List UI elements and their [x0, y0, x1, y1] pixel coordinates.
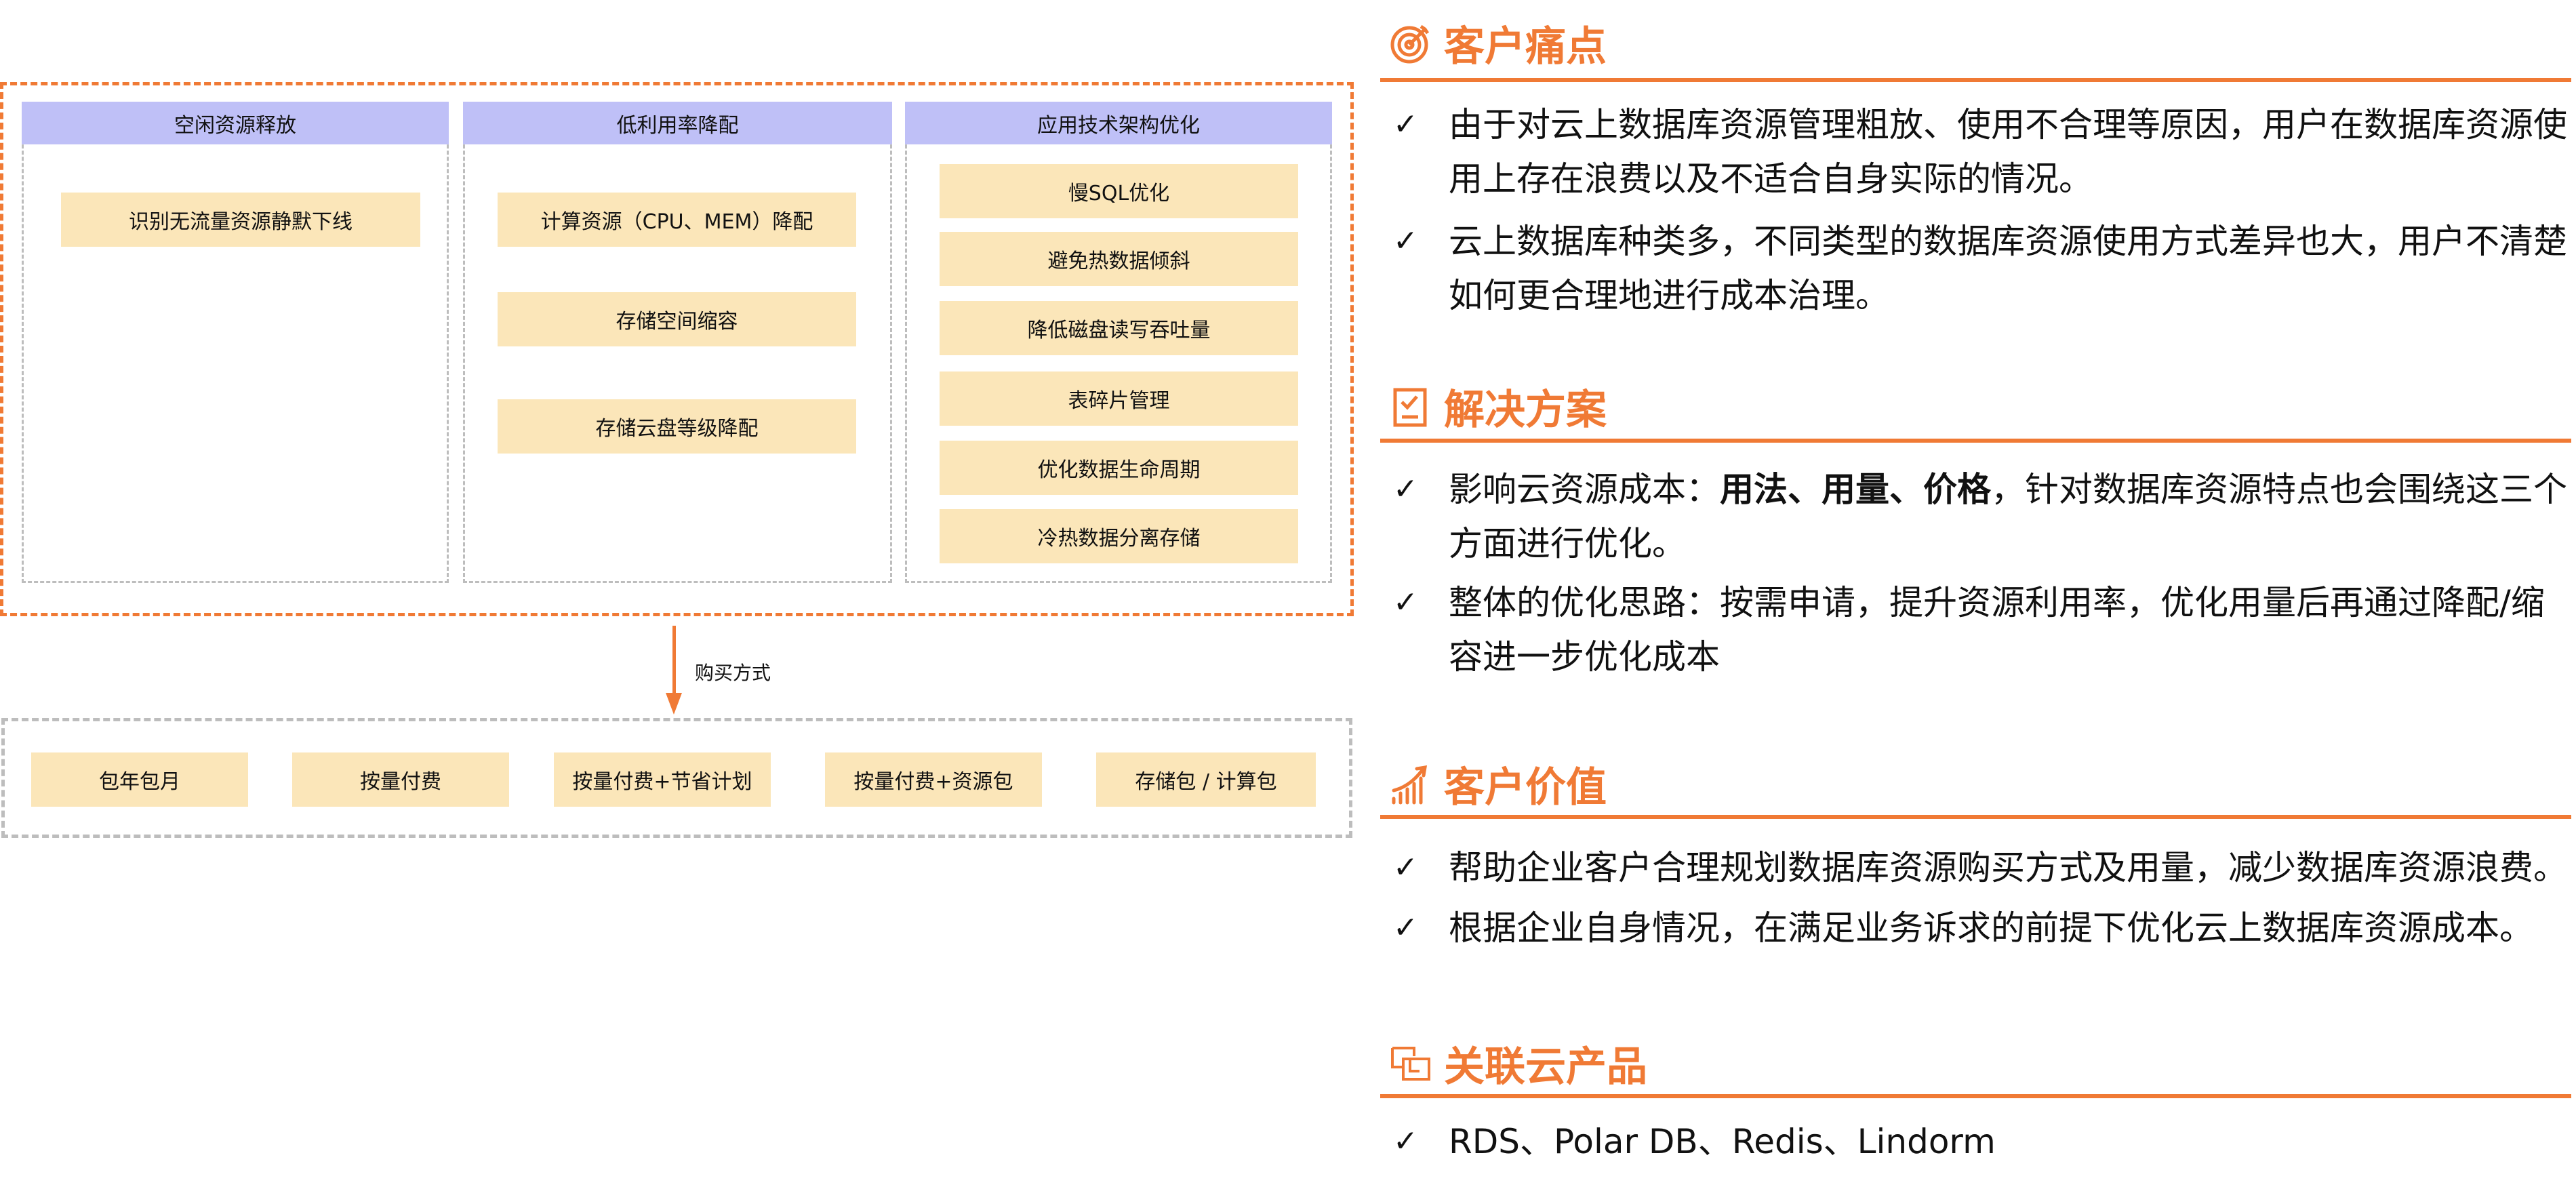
bullet-item: ✓ 云上数据库种类多，不同类型的数据库资源使用方式差异也大，用户不清楚如何更合理… — [1393, 214, 2573, 323]
checklist-icon — [1393, 388, 1427, 426]
section-title-text: 客户价值 — [1444, 764, 1607, 811]
bullet-item: ✓ 影响云资源成本：用法、用量、价格，针对数据库资源特点也会围绕这三个方面进行优… — [1393, 462, 2573, 571]
section-title-text: 关联云产品 — [1444, 1043, 1647, 1091]
strategy-box: 表碎片管理 — [940, 371, 1298, 426]
flow-arrow — [672, 626, 676, 697]
section-products-title: 关联云产品 — [1390, 1034, 1647, 1093]
strategy-box: 识别无流量资源静默下线 — [61, 193, 420, 247]
purchase-option: 包年包月 — [31, 752, 248, 807]
bullet-item: ✓ 根据企业自身情况，在满足业务诉求的前提下优化云上数据库资源成本。 — [1393, 901, 2573, 955]
purchase-options-frame — [1, 718, 1352, 838]
arrow-head-icon — [666, 693, 682, 715]
purchase-option: 按量付费+资源包 — [825, 752, 1042, 807]
check-icon: ✓ — [1393, 910, 1418, 945]
strategy-box: 慢SQL优化 — [940, 164, 1298, 218]
check-icon: ✓ — [1393, 585, 1418, 620]
section-value-title: 客户价值 — [1390, 755, 1607, 814]
purchase-option: 按量付费 — [292, 752, 509, 807]
growth-chart-icon — [1392, 765, 1428, 804]
section-divider — [1380, 78, 2571, 82]
check-icon: ✓ — [1393, 850, 1418, 885]
column-header: 应用技术架构优化 — [905, 102, 1332, 144]
section-pain-title: 客户痛点 — [1390, 14, 1607, 73]
check-icon: ✓ — [1393, 107, 1418, 142]
strategy-box: 计算资源（CPU、MEM）降配 — [498, 193, 856, 247]
section-divider — [1380, 1094, 2571, 1098]
section-divider — [1380, 439, 2571, 443]
bullet-item: ✓ 帮助企业客户合理规划数据库资源购买方式及用量，减少数据库资源浪费。 — [1393, 841, 2573, 895]
strategy-box: 冷热数据分离存储 — [940, 509, 1298, 563]
section-title-text: 客户痛点 — [1444, 23, 1607, 71]
check-icon: ✓ — [1393, 472, 1418, 506]
column-header: 空闲资源释放 — [22, 102, 449, 144]
column-low-utilization: 低利用率降配 — [463, 102, 892, 583]
linked-squares-icon — [1391, 1046, 1430, 1081]
strategy-box: 优化数据生命周期 — [940, 441, 1298, 495]
strategy-box: 避免热数据倾斜 — [940, 232, 1298, 286]
column-idle-release: 空闲资源释放 — [22, 102, 449, 583]
section-title-text: 解决方案 — [1444, 386, 1607, 434]
bullet-item: ✓ RDS、Polar DB、Redis、Lindorm — [1393, 1114, 2573, 1169]
arrow-label: 购买方式 — [695, 662, 771, 684]
column-header: 低利用率降配 — [463, 102, 892, 144]
check-icon: ✓ — [1393, 1124, 1418, 1159]
column-architecture: 应用技术架构优化 — [905, 102, 1332, 583]
section-divider — [1380, 815, 2571, 819]
check-icon: ✓ — [1393, 224, 1418, 258]
strategy-box: 存储空间缩容 — [498, 292, 856, 346]
target-icon — [1390, 24, 1430, 63]
strategy-box: 存储云盘等级降配 — [498, 399, 856, 454]
bullet-item: ✓ 整体的优化思路：按需申请，提升资源利用率，优化用量后再通过降配/缩容进一步优… — [1393, 576, 2573, 684]
bullet-item: ✓ 由于对云上数据库资源管理粗放、使用不合理等原因，用户在数据库资源使用上存在浪… — [1393, 98, 2573, 206]
purchase-option: 存储包 / 计算包 — [1096, 752, 1316, 807]
purchase-option: 按量付费+节省计划 — [554, 752, 771, 807]
strategy-box: 降低磁盘读写吞吐量 — [940, 301, 1298, 355]
optimization-strategies-frame — [0, 82, 1354, 616]
section-solution-title: 解决方案 — [1390, 377, 1607, 436]
